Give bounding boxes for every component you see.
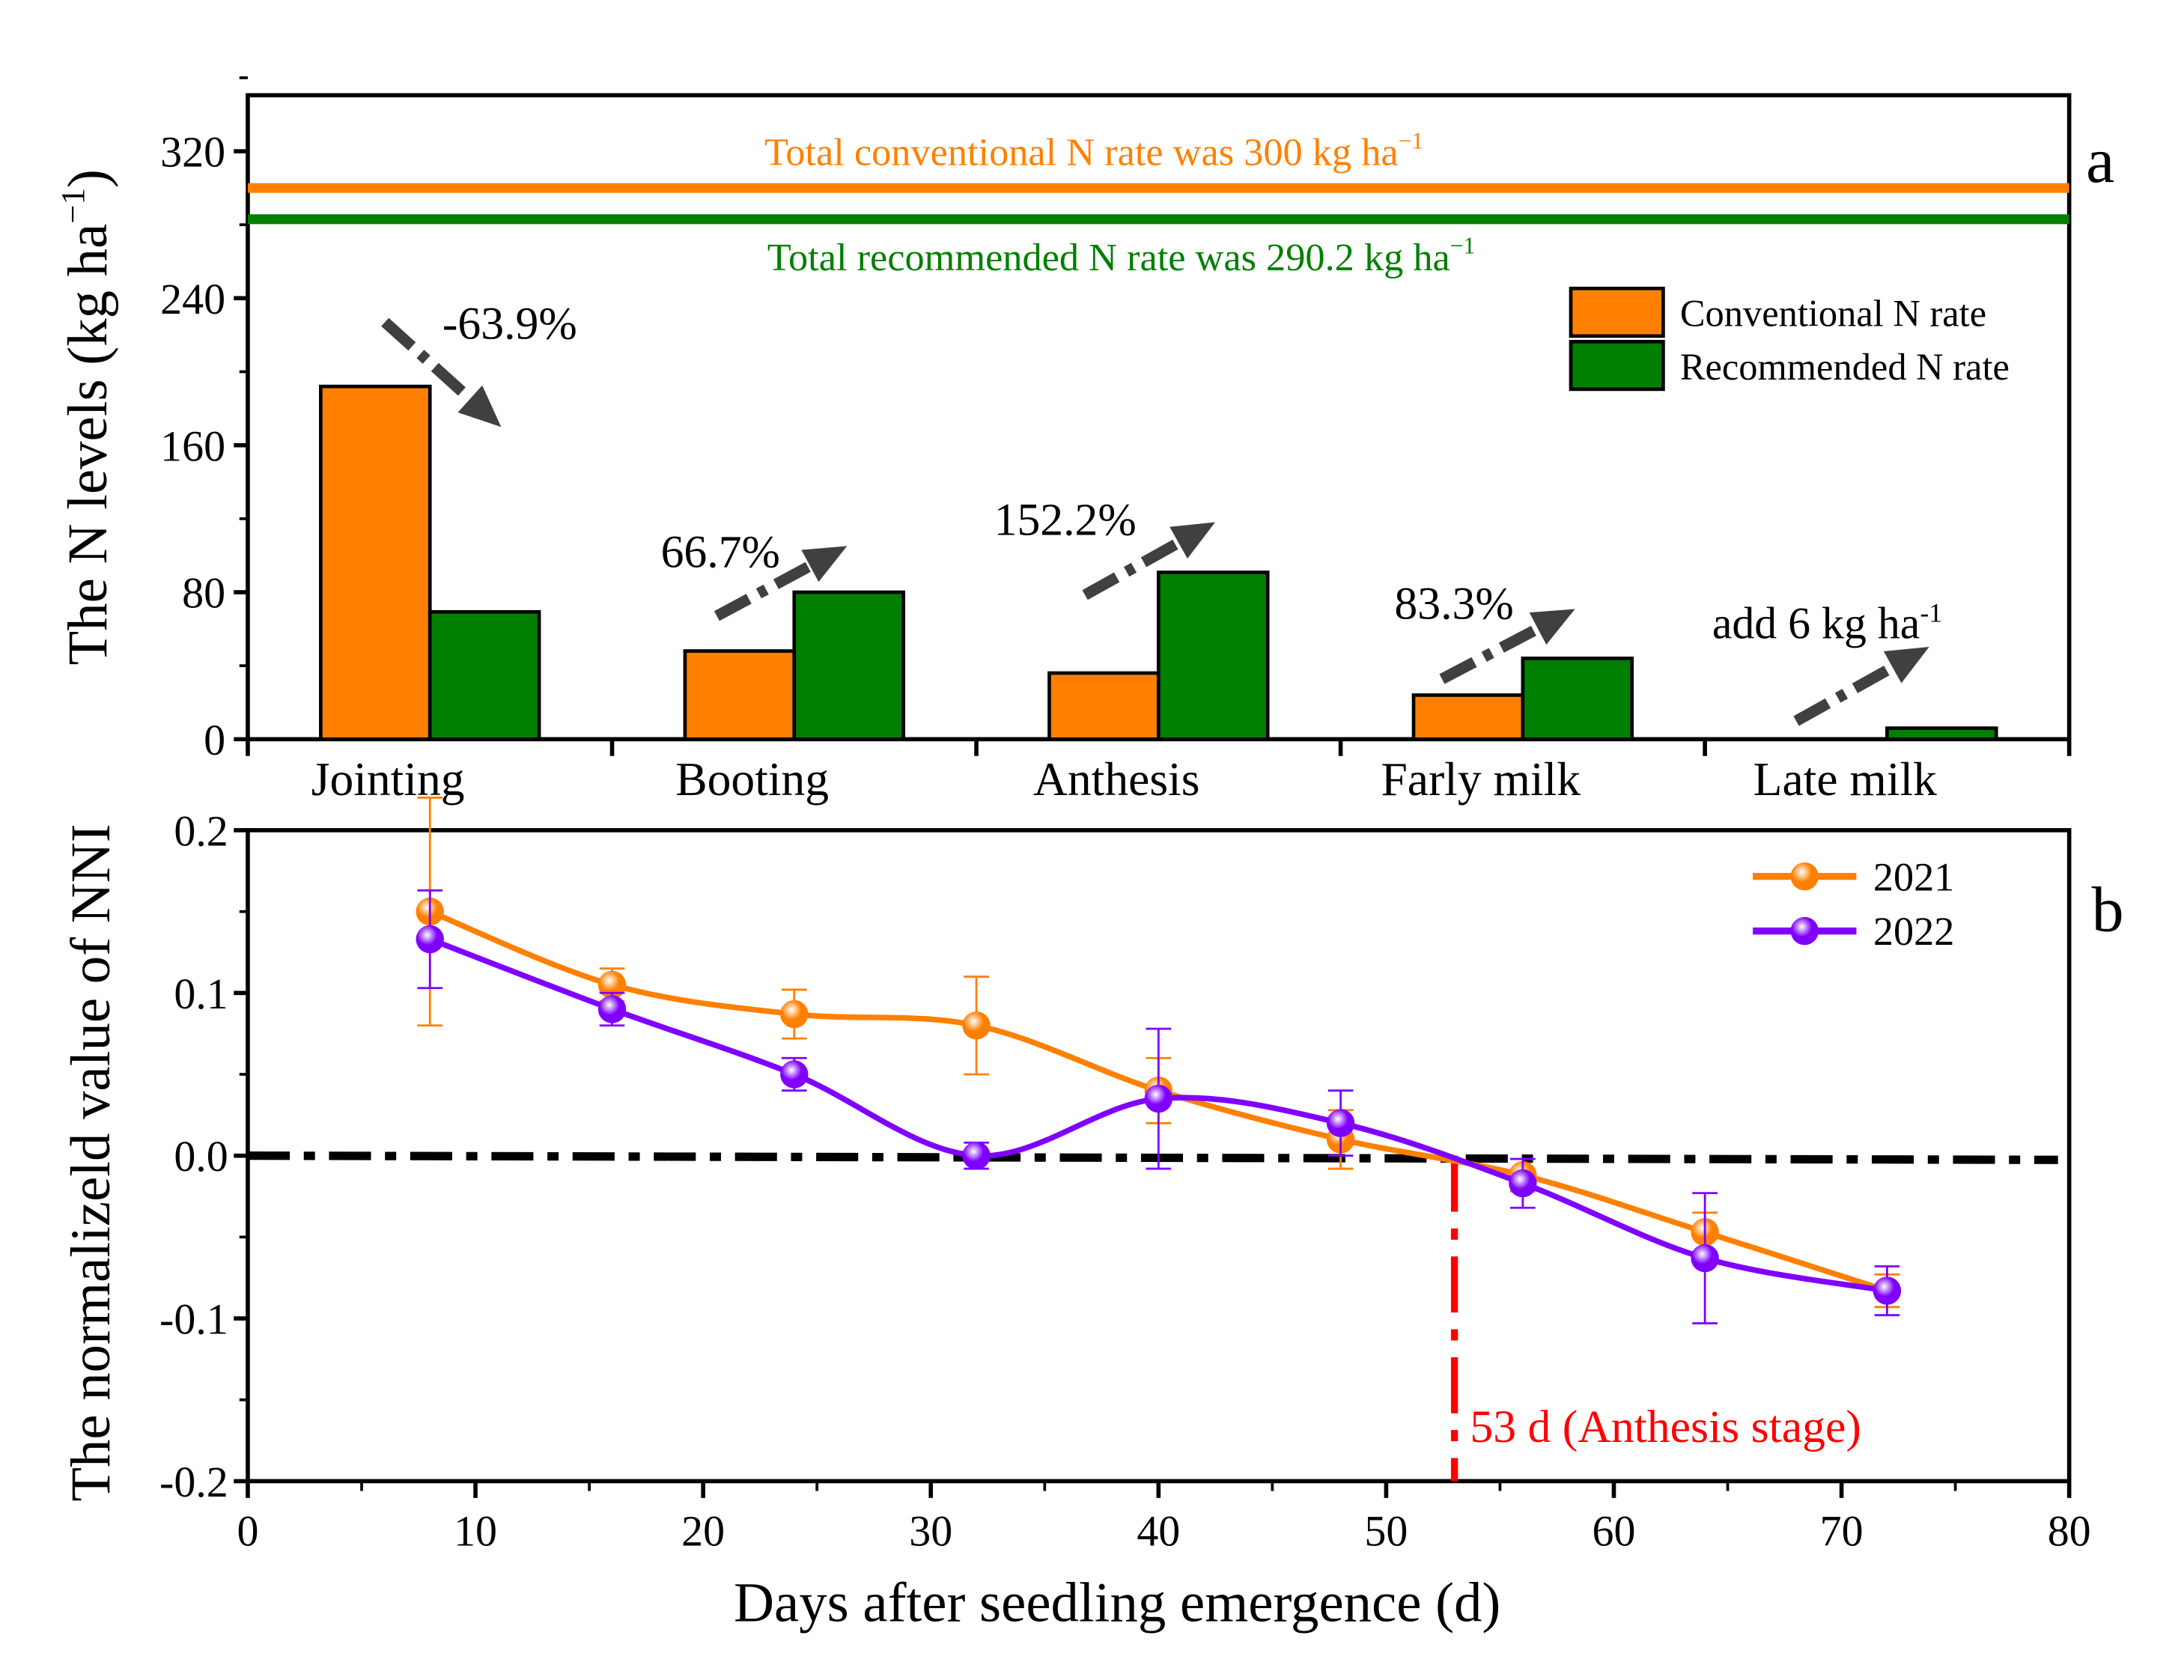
reference-line-label-superscript: −1 [1450,233,1475,259]
y-axis-label-superscript: −1 [54,188,91,224]
y-tick-label: -0.2 [159,1458,228,1506]
x-tick-label: 50 [1364,1506,1408,1555]
x-tick-label: 70 [1820,1506,1864,1555]
series-2022 [416,889,1902,1324]
data-point-2022 [1691,1244,1719,1273]
trend-arrow-shaft [1439,623,1541,684]
x-tick-label: 20 [681,1506,725,1555]
legend-label: Conventional N rate [1680,293,1986,335]
bar-conventional-0 [319,384,432,741]
category-label: Farly milk [1381,752,1581,806]
y-axis-label: The N levels (kg ha−1) [54,169,119,665]
y-tick-label: 0.0 [174,1132,228,1181]
y-tick-label: 0.2 [174,806,228,855]
data-point-2021 [597,970,627,999]
trend-arrow-shaft [714,561,813,621]
bar-recommended-3 [1521,657,1634,741]
reference-line-label: Total recommended N rate was 290.2 kg ha… [767,233,1475,279]
data-point-2022 [1326,1109,1355,1137]
trend-arrow-head [1529,609,1575,645]
legend-swatch [1569,286,1665,338]
legend-label: 2022 [1873,909,1954,954]
legend-marker [1790,862,1819,891]
panel-b: -0.2 -0.1 0.0 0.1 0.2 0 10 20 30 40 50 60 70 80 Days a… [60,797,2124,1634]
reference-line-label: Total conventional N rate was 300 kg ha−… [764,127,1423,174]
y-axis-label-text: The N levels (kg ha [57,224,119,666]
data-point-2021 [780,999,809,1029]
anthesis-label: 53 d (Anthesis stage) [1470,1401,1861,1452]
bar-recommended-2 [1156,570,1270,741]
x-tick-label: 30 [909,1506,952,1555]
change-annotation: add 6 kg ha-1 [1712,597,1942,648]
data-point-2022 [1144,1084,1173,1113]
legend-swatch [1569,339,1665,392]
legend-marker [1790,916,1819,946]
y-tick-label: 0.1 [174,970,228,1018]
trend-arrow-head [1169,522,1216,559]
data-point-2022 [416,925,444,954]
category-label: Late milk [1753,752,1938,806]
y-tick-label: 240 [160,275,225,323]
trend-arrow-head [457,385,502,427]
y-tick-label: 160 [160,421,225,470]
x-tick-label: 80 [2048,1506,2091,1555]
panel-label: b [2092,874,2124,946]
change-annotation-text: add 6 kg ha [1712,599,1920,648]
trend-arrow-head [1883,646,1929,684]
category-label: Anthesis [1033,752,1199,806]
trend-arrow-shaft [1793,662,1896,726]
trend-arrow-head [801,546,848,582]
x-tick-label: 60 [1593,1506,1636,1555]
y-tick-label: 0 [204,716,225,764]
change-annotation-superscript: -1 [1920,597,1942,627]
panel-label: a [2086,124,2114,196]
change-annotation: 66.7% [661,526,780,577]
change-annotation: -63.9% [442,299,577,350]
legend-label: Recommended N rate [1680,346,2010,388]
y-tick-label: 80 [182,569,225,618]
reference-line-label-text: Total recommended N rate was 290.2 kg ha [767,236,1450,279]
x-tick-label: 0 [237,1506,258,1555]
reference-line-label-superscript: −1 [1399,127,1423,153]
legend-label: 2021 [1873,854,1954,899]
x-tick-label: 40 [1137,1506,1180,1555]
data-point-2022 [780,1060,809,1089]
bar-recommended-1 [792,590,905,741]
bar-conventional-1 [683,649,797,741]
y-tick-label: 320 [160,128,225,177]
trend-arrow-shaft [381,317,474,404]
data-point-2022 [1873,1276,1902,1305]
bar-conventional-3 [1411,693,1525,741]
data-point-2021 [962,1011,991,1040]
data-point-2022 [962,1141,991,1170]
reference-line-label-text: Total conventional N rate was 300 kg ha [764,131,1399,174]
bar-conventional-2 [1047,671,1161,741]
trend-arrow-shaft [1082,538,1181,600]
bar-recommended-4 [1885,726,1998,741]
change-annotation: 83.3% [1394,579,1513,630]
bar-recommended-0 [428,609,541,741]
category-label: Booting [675,752,829,806]
y-tick-label: -0.1 [159,1295,228,1344]
y-axis-label: The normalizeld value of NNI [60,824,122,1501]
x-axis-label: Days after seedling emergence (d) [734,1571,1500,1634]
zero-reference-line [247,1151,2058,1164]
y-axis-label-end: ) [57,169,119,188]
x-tick-label: 10 [454,1506,497,1555]
data-point-2022 [1509,1169,1537,1198]
change-annotation: 152.2% [994,494,1137,545]
data-point-2022 [597,995,627,1023]
